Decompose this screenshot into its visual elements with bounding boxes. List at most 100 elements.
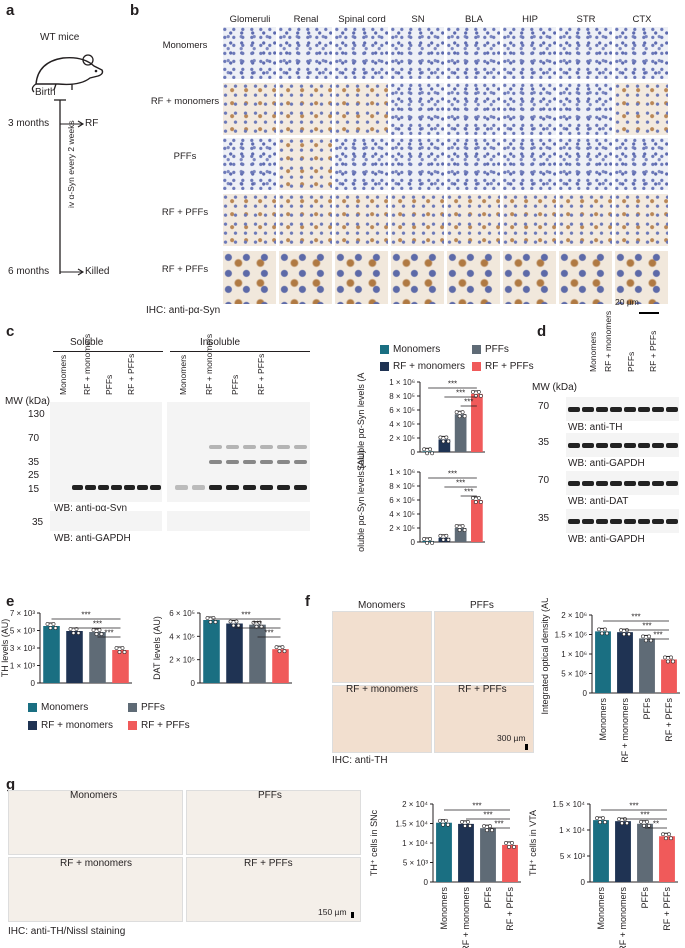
data-point xyxy=(639,819,643,824)
data-point xyxy=(504,841,508,845)
b-image-tile xyxy=(558,82,613,136)
chart-f: 0 5 × 10⁵ 1 × 10⁶ 1.5 × 10⁶ 2 × 10⁶ Monomers R… xyxy=(540,598,680,763)
y-tick-label: 2 × 10⁵ xyxy=(169,656,195,665)
x-tick-label: RF + PFFs xyxy=(505,887,515,931)
bar xyxy=(66,631,83,683)
b-column-label: BLA xyxy=(465,14,483,25)
f-label-monomers: Monomers xyxy=(358,600,406,611)
data-point xyxy=(441,439,446,444)
data-point xyxy=(114,646,119,650)
b-column-label: SN xyxy=(411,14,425,25)
b-image-tile xyxy=(334,250,389,305)
d-mw-marker: 70 xyxy=(538,475,550,486)
bar xyxy=(203,620,220,683)
g-label-rf-monomers: RF + monomers xyxy=(60,858,132,869)
c-band-faint xyxy=(277,445,290,449)
y-axis-label: Soluble pα-Syn levels (AU) xyxy=(356,372,366,471)
c-band xyxy=(150,485,161,490)
x-tick-label: Monomers xyxy=(598,698,608,741)
data-point xyxy=(53,626,58,630)
data-point xyxy=(647,634,651,639)
c-lane-label: RF + PFFs xyxy=(126,353,136,395)
data-point xyxy=(441,537,446,542)
b-image-tile xyxy=(614,250,669,305)
y-tick-label: 3 × 10³ xyxy=(10,644,35,653)
significance-label: *** xyxy=(264,629,273,638)
c-lane-label: PFFs xyxy=(104,374,114,395)
bar xyxy=(615,821,631,882)
d-band xyxy=(568,481,580,486)
data-point xyxy=(600,631,604,636)
significance-label: ** xyxy=(653,820,659,829)
d-lane-label: PFFs xyxy=(626,351,636,372)
b-image-tile xyxy=(278,82,333,136)
significance-label: *** xyxy=(629,802,638,811)
x-tick-label: Monomers xyxy=(439,887,449,930)
bar xyxy=(502,844,518,882)
data-point xyxy=(647,823,651,828)
data-point xyxy=(463,823,467,828)
y-axis-label: TH levels (AU) xyxy=(0,619,10,678)
significance-label: *** xyxy=(456,479,465,488)
d-band xyxy=(652,407,664,412)
data-point xyxy=(473,500,478,504)
panel-f-letter: f xyxy=(305,593,310,610)
insoluble-label: Insoluble xyxy=(200,337,241,348)
data-point xyxy=(620,821,624,826)
d-band xyxy=(638,481,650,486)
soluble-line xyxy=(53,351,163,352)
c-lane-label: Monomers xyxy=(58,354,68,395)
legend-e-label-pffs: PFFs xyxy=(141,702,165,713)
chart-g-vta: 0 5 × 10³ 1 × 10⁴ 1.5 × 10⁴ Monomers RF + mon… xyxy=(528,800,678,948)
six-months-label: 6 months xyxy=(8,266,50,277)
data-point xyxy=(460,819,464,824)
b-image-tile xyxy=(278,250,333,305)
scale-label-b: 20 µm xyxy=(615,297,639,307)
data-point xyxy=(438,533,443,538)
data-point xyxy=(422,447,427,452)
d-band xyxy=(582,407,594,412)
y-tick-label: 1 × 10⁴ xyxy=(559,826,585,835)
d-band xyxy=(596,407,608,412)
d-band xyxy=(624,481,636,486)
legend-e-swatch-rf-monomers xyxy=(28,721,37,730)
significance-label: *** xyxy=(448,380,457,389)
y-tick-label: 1.5 × 10⁴ xyxy=(395,820,428,829)
b-image-tile xyxy=(334,82,389,136)
c-band xyxy=(277,485,290,490)
legend-label-rf-pffs: RF + PFFs xyxy=(485,361,534,372)
y-axis-label: Insoluble pα-Syn levels (AU) xyxy=(356,450,366,552)
y-tick-label: 0 xyxy=(411,448,416,457)
legend-swatch-pffs xyxy=(472,345,481,354)
y-tick-label: 4 × 10⁵ xyxy=(169,632,195,641)
y-tick-label: 0 xyxy=(424,878,429,887)
data-point xyxy=(460,524,465,528)
d-wb-label: WB: anti-GAPDH xyxy=(568,534,645,545)
b-column-label: HIP xyxy=(522,14,538,25)
b-image-tile xyxy=(222,137,277,191)
data-point xyxy=(274,645,279,650)
b-column-label: Spinal cord xyxy=(338,14,386,25)
d-band xyxy=(582,443,594,448)
significance-label: *** xyxy=(93,620,102,629)
significance-label: *** xyxy=(104,629,113,638)
c-band xyxy=(98,485,109,490)
data-point xyxy=(457,528,462,532)
data-point xyxy=(277,649,282,654)
data-point xyxy=(476,496,481,500)
data-point xyxy=(667,832,671,837)
data-point xyxy=(466,819,470,824)
data-point xyxy=(236,623,241,628)
scale-label-g: 150 µm xyxy=(318,907,347,917)
d-band xyxy=(596,481,608,486)
c-band xyxy=(192,485,205,490)
y-tick-label: 6 × 10⁵ xyxy=(389,406,415,415)
data-point xyxy=(510,841,514,845)
y-tick-label: 4 × 10⁵ xyxy=(389,420,415,429)
timeline xyxy=(54,99,85,276)
data-point xyxy=(478,500,483,504)
blot-gapdh-soluble xyxy=(50,511,162,531)
data-point xyxy=(619,628,623,633)
c-band-faint xyxy=(243,460,256,464)
